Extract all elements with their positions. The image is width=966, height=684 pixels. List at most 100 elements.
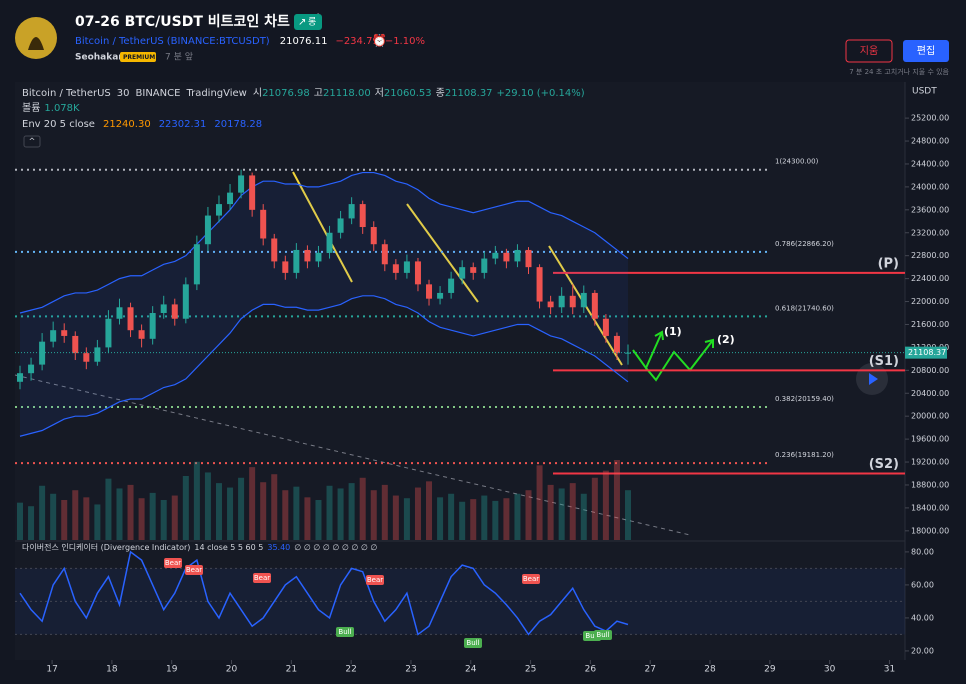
premium-text: PREMIUM — [123, 54, 155, 61]
text-part: Env 20 5 close — [22, 119, 95, 130]
volume-bar — [326, 485, 333, 540]
candle-body — [503, 252, 510, 262]
collapse-icon[interactable]: ^ — [29, 137, 36, 146]
signal-label: Bull — [585, 632, 598, 640]
signal-label: Bear — [186, 566, 202, 574]
text-part: 21118.00 — [323, 88, 371, 99]
volume-bar — [215, 483, 222, 540]
volume-bar — [249, 467, 256, 540]
edit-text[interactable]: 편집 — [917, 45, 935, 57]
candle-body — [304, 249, 311, 262]
candle-body — [481, 258, 488, 273]
x-tick-label: 29 — [764, 665, 776, 675]
volume-bar — [293, 486, 300, 540]
y-tick-label: 18000.00 — [911, 526, 949, 535]
volume-bar — [514, 493, 521, 540]
x-tick-label: 21 — [286, 665, 297, 675]
annotation: (1) — [664, 325, 682, 338]
volume-bar — [61, 500, 68, 540]
y-tick-label: 24400.00 — [911, 159, 949, 168]
x-tick-label: 24 — [465, 665, 477, 675]
projection-path — [645, 339, 714, 382]
volume-bar — [105, 478, 112, 540]
projection — [632, 330, 714, 382]
candle-body — [105, 318, 112, 348]
text-part: 볼륨 — [22, 102, 40, 114]
candle-body — [392, 264, 399, 273]
y-tick-label: 18400.00 — [911, 503, 949, 512]
volume-bar — [536, 465, 543, 540]
signal-box — [253, 573, 271, 583]
edit-button[interactable] — [903, 40, 949, 62]
text-part: 30 — [117, 88, 130, 99]
play-icon[interactable] — [869, 373, 878, 385]
candle-body — [315, 252, 322, 262]
y-tick-label: 18800.00 — [911, 480, 949, 489]
candle-body — [602, 318, 609, 336]
volume-bar — [304, 497, 311, 540]
volume-bar — [94, 504, 101, 540]
text-part: 종 — [436, 87, 445, 99]
candle-body — [514, 249, 521, 262]
envelope-lower — [19, 295, 629, 437]
candle-body — [370, 227, 377, 245]
text-part: 1.078K — [44, 103, 80, 114]
candle-body — [580, 292, 587, 308]
volume-bar — [28, 506, 35, 540]
edit-note: 7 분 24 초 고치거나 지울 수 있음 — [849, 67, 949, 76]
badge-text: 롱 — [308, 17, 316, 28]
candle-body — [348, 204, 355, 219]
candle-body — [426, 284, 433, 299]
text-part: +29.10 (+0.14%) — [497, 88, 585, 99]
y-tick-label: 22800.00 — [911, 251, 949, 260]
volume-bar — [83, 497, 90, 540]
volume-bar — [392, 495, 399, 540]
candle-body — [414, 261, 421, 285]
volume-bar — [127, 484, 134, 540]
collapse-button[interactable] — [23, 135, 41, 148]
alarm-icon: ⏰ — [372, 33, 387, 48]
volume-bar — [580, 493, 587, 540]
delete-text[interactable]: 지움 — [860, 45, 878, 57]
candle-body — [326, 232, 333, 253]
candle-body — [260, 209, 267, 239]
title: 07-26 BTC/USDT 비트코인 차트 분석 — [75, 13, 321, 30]
fib-label: 0.786(22866.20) — [775, 240, 834, 248]
text-part: 14 close 5 5 60 5 — [194, 543, 263, 552]
fib-label: 0.618(21740.60) — [775, 304, 834, 312]
text-part: 21108.37 — [445, 88, 493, 99]
candle-body — [525, 249, 532, 268]
text-part: TradingView — [185, 88, 246, 99]
volume-bar — [426, 481, 433, 540]
candle-body — [83, 353, 90, 362]
last-price-label: 21108.37 — [908, 348, 946, 357]
candle-body — [227, 192, 234, 205]
volume-bar — [72, 490, 79, 540]
volume-bar — [437, 497, 444, 540]
volume-bar — [138, 498, 145, 540]
volume-bar — [470, 499, 477, 540]
volume-bar — [260, 482, 267, 540]
author: Seohakant — [75, 53, 130, 63]
volume-bar — [558, 488, 565, 540]
signal-box — [522, 574, 540, 584]
candle-body — [72, 335, 79, 354]
candle-body — [160, 304, 167, 314]
text-part: 35.40 — [267, 543, 290, 552]
volume-bar — [315, 500, 322, 540]
candle-body — [337, 218, 344, 233]
avatar-figure — [28, 37, 44, 50]
candle-body — [28, 364, 35, 374]
fib-label: 0.382(20159.40) — [775, 395, 834, 403]
volume-bar — [204, 472, 211, 540]
candle-body — [403, 261, 410, 273]
y-tick-label: 24000.00 — [911, 182, 949, 191]
text-part: (BINANCE:BTCUSDT) — [167, 36, 270, 47]
axis-unit: USDT — [912, 87, 937, 97]
candle-body — [558, 295, 565, 308]
level-label: (P) — [878, 256, 899, 271]
volume-bar — [359, 477, 366, 540]
delete-button[interactable] — [845, 39, 893, 63]
text-part: 시 — [253, 87, 262, 99]
